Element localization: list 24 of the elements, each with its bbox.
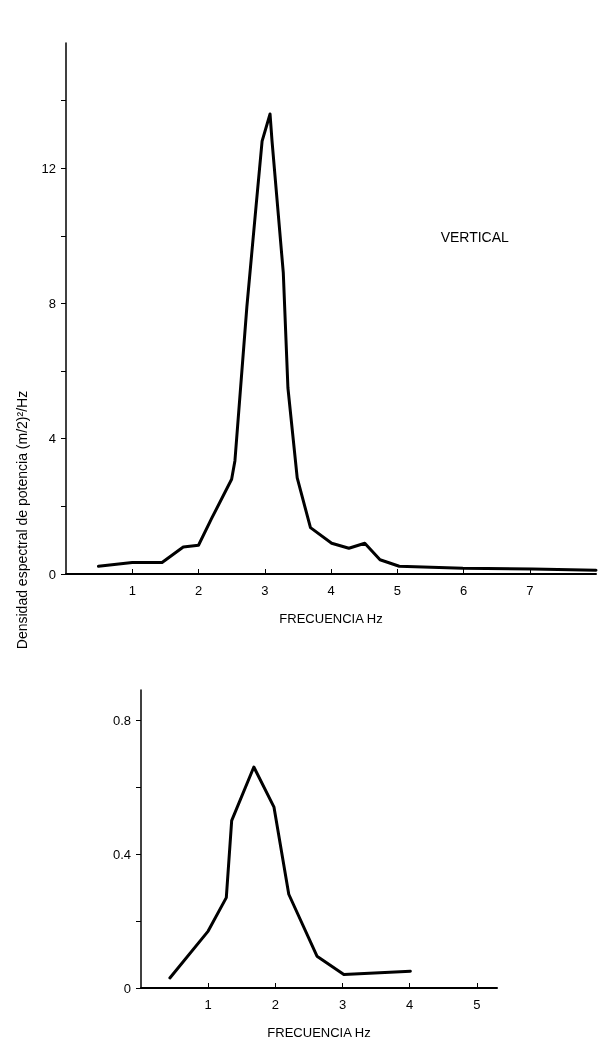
y-tick-label: 0 [123, 980, 131, 996]
x-tick-label: 3 [261, 583, 269, 598]
x-tick-label: 1 [204, 997, 212, 1012]
x-tick-label: 4 [406, 997, 414, 1012]
line-series [168, 765, 412, 980]
x-tick-label: 5 [393, 583, 401, 598]
y-tick-label: 0.4 [112, 846, 131, 862]
y-tick-label: 4 [48, 431, 56, 447]
y-tick-label: 12 [41, 160, 56, 176]
annotation: VERTICAL [440, 229, 510, 246]
x-tick-label: 3 [338, 997, 347, 1012]
y-tick-label: 0 [48, 566, 56, 582]
x-tick-label: 7 [526, 583, 534, 598]
y-axis-title: Densidad espectral de potencia (m/2)²/Hz [14, 390, 30, 650]
y-tick-label: 8 [48, 295, 56, 311]
x-tick-label: 4 [327, 583, 335, 598]
x-axis-title: FRECUENCIA Hz [267, 1025, 371, 1040]
x-tick-label: 1 [128, 583, 136, 598]
x-tick-label: 2 [194, 583, 203, 598]
x-axis-title: FRECUENCIA Hz [279, 611, 383, 626]
y-tick-label: 0.8 [112, 712, 131, 728]
x-tick-label: 5 [473, 997, 481, 1012]
x-tick-label: 2 [271, 997, 279, 1012]
x-tick-label: 6 [459, 583, 468, 598]
